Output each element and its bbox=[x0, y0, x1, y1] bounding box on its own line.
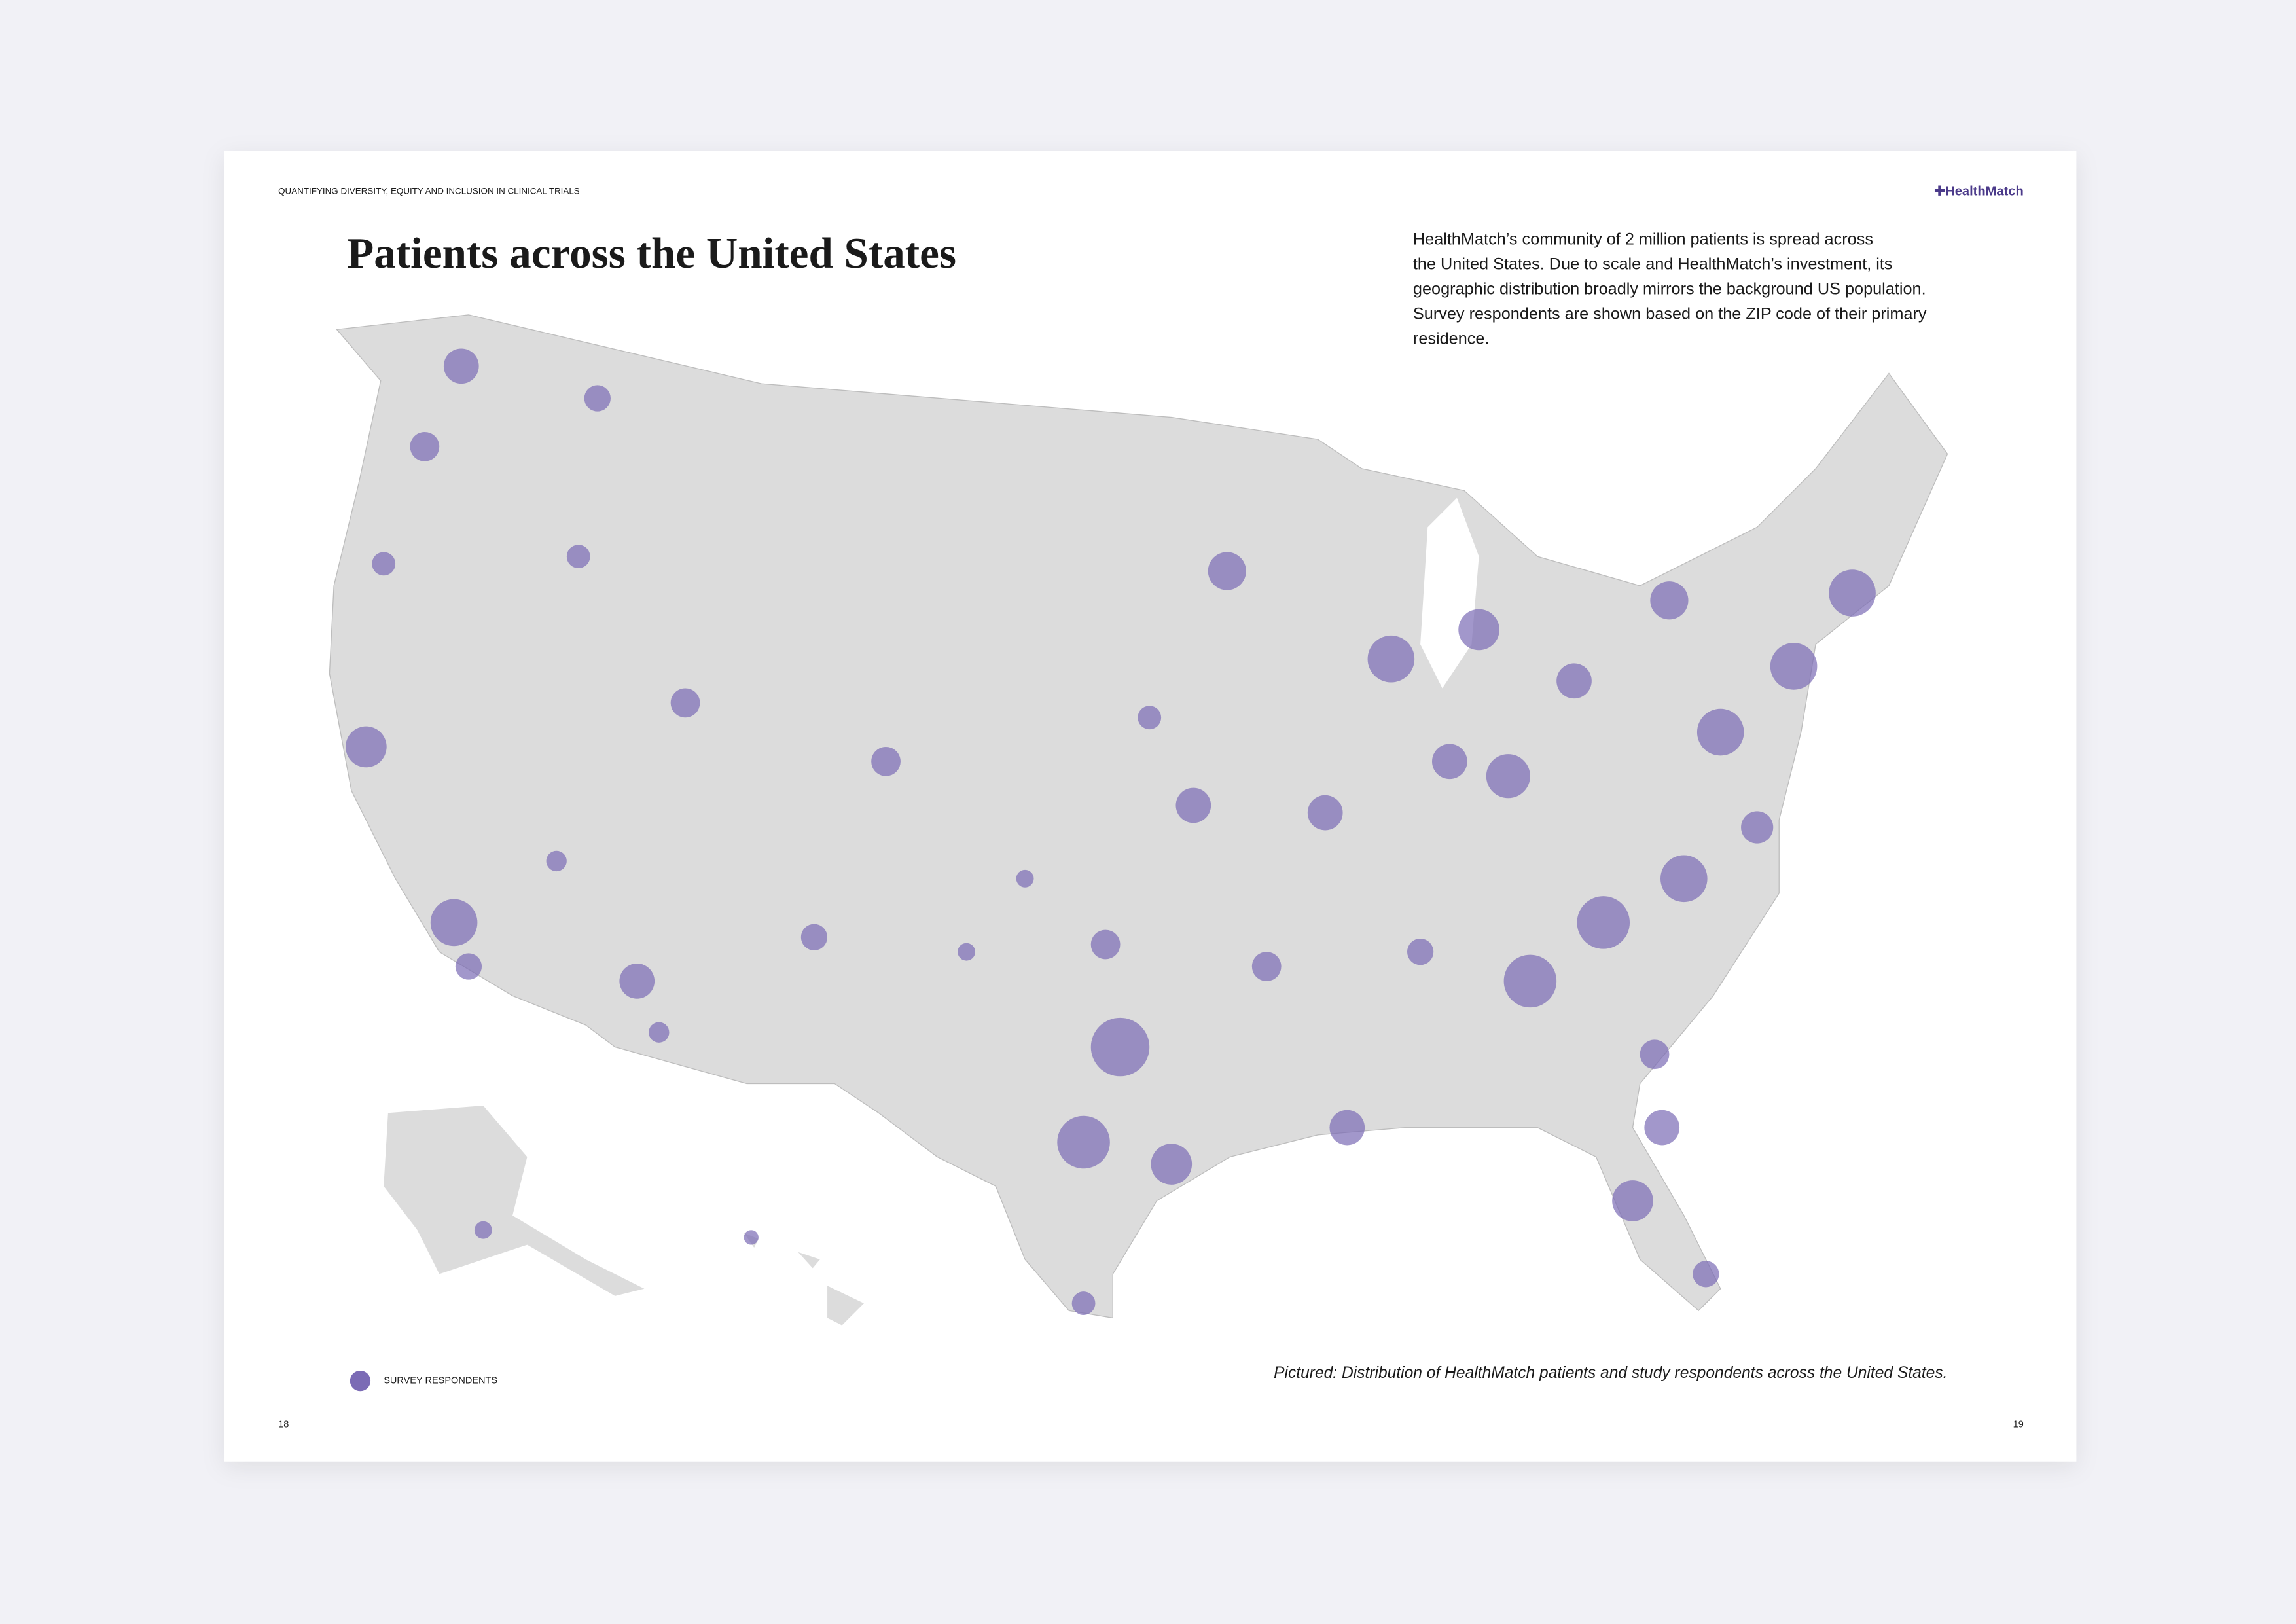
dot bbox=[1696, 708, 1744, 756]
dot bbox=[1770, 643, 1818, 690]
dot bbox=[1458, 609, 1499, 651]
map bbox=[329, 314, 1948, 1326]
dot bbox=[871, 746, 901, 776]
dot bbox=[1367, 635, 1415, 683]
dot bbox=[1407, 939, 1434, 965]
dot bbox=[1829, 569, 1876, 617]
dot bbox=[1090, 1017, 1150, 1077]
dot bbox=[1307, 795, 1343, 831]
dot bbox=[430, 899, 478, 947]
dot bbox=[443, 348, 479, 384]
dot bbox=[372, 552, 396, 576]
dot bbox=[1486, 754, 1530, 799]
dot bbox=[1660, 855, 1708, 903]
dot bbox=[1329, 1110, 1365, 1146]
dot bbox=[1138, 706, 1162, 730]
dot bbox=[744, 1230, 759, 1245]
dot bbox=[1503, 954, 1557, 1008]
dot bbox=[1151, 1144, 1193, 1185]
dot bbox=[1612, 1180, 1653, 1221]
dot bbox=[1577, 896, 1630, 949]
body-line: the United States. Due to scale and Heal… bbox=[1413, 255, 1893, 274]
dot bbox=[566, 545, 590, 569]
dot bbox=[474, 1221, 492, 1239]
dot bbox=[346, 726, 387, 768]
dot bbox=[546, 850, 567, 872]
dot bbox=[1090, 929, 1121, 960]
dot bbox=[1693, 1261, 1719, 1288]
dot bbox=[1208, 552, 1246, 590]
dot bbox=[619, 964, 655, 999]
dot bbox=[670, 688, 700, 718]
hawaii bbox=[744, 1233, 864, 1326]
us-outline bbox=[329, 314, 1948, 1319]
dot bbox=[1251, 952, 1282, 981]
dot bbox=[455, 953, 482, 980]
body-line: Survey respondents are shown based on th… bbox=[1413, 305, 1927, 323]
dot bbox=[1650, 581, 1689, 620]
alaska bbox=[384, 1106, 645, 1296]
dot bbox=[1556, 663, 1592, 699]
running-title: QUANTIFYING DIVERSITY, EQUITY AND INCLUS… bbox=[278, 187, 580, 196]
dot bbox=[1057, 1115, 1110, 1169]
dot bbox=[1640, 1039, 1670, 1070]
dot bbox=[1741, 811, 1774, 844]
dot bbox=[649, 1022, 670, 1043]
dot bbox=[1071, 1291, 1096, 1315]
page-title: Patients across the United States bbox=[347, 228, 956, 278]
page-number: 19 bbox=[2013, 1420, 2024, 1430]
dot bbox=[1175, 787, 1211, 823]
dot bbox=[958, 943, 976, 961]
body-line: geographic distribution broadly mirrors … bbox=[1413, 280, 1926, 298]
body-line: HealthMatch’s community of 2 million pat… bbox=[1413, 230, 1873, 249]
page-number: 18 bbox=[278, 1420, 289, 1430]
dot bbox=[1016, 869, 1034, 888]
legend-label: SURVEY RESPONDENTS bbox=[384, 1375, 497, 1386]
dot bbox=[1644, 1110, 1680, 1146]
dot bbox=[584, 385, 611, 412]
caption: Pictured: Distribution of HealthMatch pa… bbox=[1274, 1364, 1947, 1382]
legend-swatch bbox=[350, 1370, 371, 1392]
dot bbox=[800, 924, 828, 950]
logo: ✚HealthMatch bbox=[1934, 184, 2024, 198]
dot bbox=[1432, 744, 1467, 780]
dot bbox=[410, 431, 440, 461]
body-line: residence. bbox=[1413, 330, 1490, 348]
